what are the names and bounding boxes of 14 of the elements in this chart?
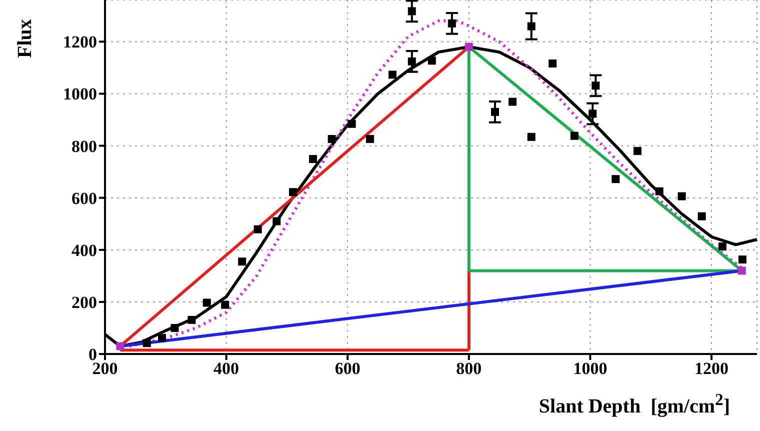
y-tick-label: 600 [72,188,97,208]
x-tick-label: 600 [334,359,360,378]
x-tick-label: 200 [92,359,118,378]
y-axis-title: Flux [14,19,37,58]
x-tick-label: 400 [214,359,240,378]
y-tick-label: 400 [72,240,97,260]
x-tick-label: 1000 [573,359,608,378]
x-axis-title: Slant Depth [gm/cm$^{2}$] [538,390,730,419]
y-tick-label: 200 [72,292,97,312]
x-tick-label: 800 [456,359,482,378]
y-tick-label: 1200 [63,32,97,52]
y-tick-label: 1000 [63,84,97,104]
x-tick-label: 1200 [694,359,729,378]
y-tick-label: 800 [72,136,97,156]
